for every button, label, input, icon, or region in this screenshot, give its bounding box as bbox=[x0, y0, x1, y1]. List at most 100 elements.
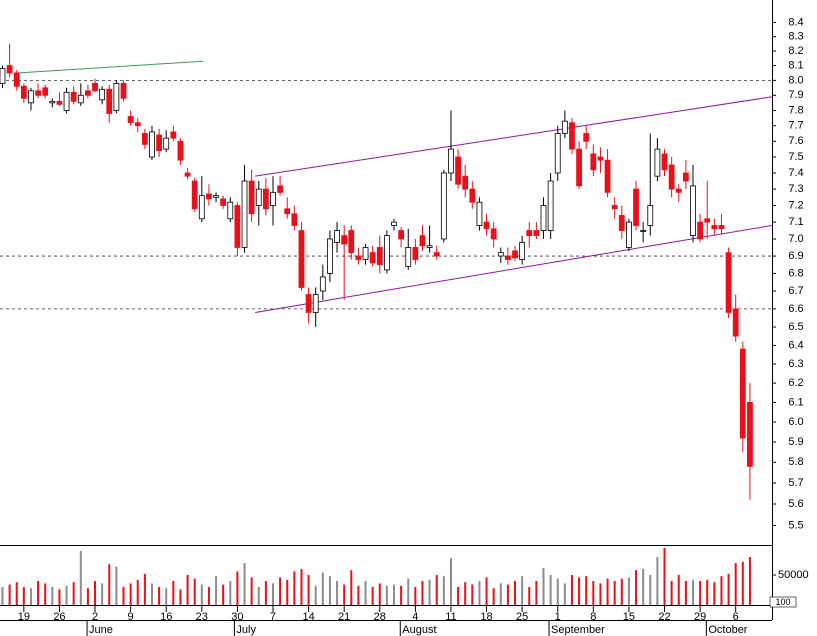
y-tick-label: 6.9 bbox=[788, 250, 803, 262]
y-tick-label: 5.5 bbox=[788, 519, 803, 531]
volume-bar bbox=[592, 581, 595, 605]
candle-body bbox=[13, 72, 20, 87]
x-tick-label: 19 bbox=[18, 611, 30, 623]
y-tick-label: 6.5 bbox=[788, 321, 803, 333]
candle-body bbox=[440, 172, 447, 240]
volume-bar bbox=[271, 583, 274, 605]
volume-bar bbox=[279, 577, 282, 605]
candle-body bbox=[718, 225, 725, 230]
candle-body bbox=[376, 247, 383, 266]
x-tick-label: 23 bbox=[196, 611, 208, 623]
x-tick-label: 6 bbox=[733, 611, 739, 623]
x-tick-label: 26 bbox=[53, 611, 65, 623]
candle-body bbox=[334, 230, 340, 243]
y-tick-label: 8.4 bbox=[788, 16, 803, 28]
volume-bar bbox=[485, 577, 488, 605]
volume-bar bbox=[400, 585, 403, 605]
y-tick-label: 7.5 bbox=[788, 151, 803, 163]
candle-body bbox=[383, 235, 390, 271]
y-tick-label: 7.2 bbox=[788, 199, 803, 211]
candle-body bbox=[547, 180, 554, 231]
candle-body bbox=[462, 175, 469, 190]
candle-body bbox=[77, 94, 84, 104]
candle-body bbox=[682, 172, 689, 182]
candle-body bbox=[576, 148, 582, 187]
volume-bar bbox=[129, 583, 132, 605]
y-tick-label: 6.6 bbox=[788, 303, 803, 315]
volume-bar bbox=[143, 573, 146, 605]
volume-bar bbox=[51, 587, 54, 605]
candle-body bbox=[277, 185, 284, 193]
candle-body bbox=[739, 348, 746, 439]
candle-body bbox=[654, 148, 661, 177]
y-tick-label: 6.7 bbox=[788, 285, 803, 297]
volume-bar bbox=[393, 584, 396, 605]
volume-bar bbox=[385, 585, 388, 605]
x-tick-label: 28 bbox=[374, 611, 386, 623]
volume-bar bbox=[656, 557, 659, 605]
volume-bar bbox=[691, 579, 694, 605]
candle-body bbox=[127, 116, 134, 124]
volume-bar bbox=[321, 572, 324, 605]
month-label: June bbox=[89, 624, 113, 636]
volume-bar bbox=[699, 581, 702, 605]
volume-bar bbox=[734, 563, 737, 605]
volume-bar bbox=[314, 585, 317, 605]
volume-bar bbox=[642, 569, 645, 605]
volume-bar bbox=[236, 571, 239, 605]
candle-body bbox=[227, 201, 234, 220]
candle-body bbox=[85, 90, 91, 96]
y-tick-label: 8.0 bbox=[788, 74, 803, 86]
candle-body bbox=[156, 134, 162, 152]
candle-body bbox=[455, 156, 461, 185]
volume-bar bbox=[343, 584, 346, 605]
candle-body bbox=[319, 276, 326, 292]
candle-body bbox=[134, 122, 141, 127]
x-tick-label: 16 bbox=[160, 611, 172, 623]
volume-bar bbox=[165, 588, 168, 605]
candle-body bbox=[732, 308, 739, 337]
volume-bar bbox=[371, 587, 374, 605]
candle-body bbox=[184, 172, 191, 177]
candle-body bbox=[675, 188, 682, 193]
volume-bar bbox=[300, 569, 303, 605]
candle-body bbox=[241, 180, 248, 248]
volume-bar bbox=[158, 587, 161, 605]
candle-body bbox=[647, 205, 654, 226]
y-tick-label: 7.8 bbox=[788, 104, 803, 116]
candle-body bbox=[483, 221, 490, 230]
candle-body bbox=[618, 215, 625, 231]
candle-body bbox=[519, 241, 526, 260]
y-tick-label: 7.7 bbox=[788, 120, 803, 132]
y-tick-label: 6.8 bbox=[788, 267, 803, 279]
y-tick-label: 7.9 bbox=[788, 89, 803, 101]
x-tick-label: 14 bbox=[302, 611, 314, 623]
candle-body bbox=[476, 201, 483, 226]
candle-body bbox=[35, 90, 41, 96]
volume-bar bbox=[706, 579, 709, 605]
volume-bar bbox=[528, 587, 531, 605]
volume-bar bbox=[442, 576, 445, 605]
x-tick-label: 4 bbox=[412, 611, 418, 623]
volume-bar bbox=[336, 581, 339, 605]
volume-bar bbox=[670, 581, 673, 605]
candle-body bbox=[725, 252, 732, 313]
candle-body bbox=[505, 255, 511, 260]
candle-body bbox=[248, 180, 255, 215]
month-label: September bbox=[551, 624, 605, 636]
candle-body bbox=[298, 230, 305, 288]
candle-body bbox=[355, 255, 362, 260]
volume-bar bbox=[101, 583, 104, 605]
x-tick-label: 29 bbox=[694, 611, 706, 623]
volume-bar bbox=[286, 579, 289, 605]
volume-bar bbox=[606, 578, 609, 605]
volume-bar bbox=[15, 582, 18, 605]
candle-body bbox=[56, 100, 63, 105]
candle-body bbox=[213, 195, 219, 198]
x-tick-label: 8 bbox=[590, 611, 596, 623]
x-tick-label: 21 bbox=[338, 611, 350, 623]
x-tick-label: 1 bbox=[555, 611, 561, 623]
candle-body bbox=[398, 230, 405, 240]
